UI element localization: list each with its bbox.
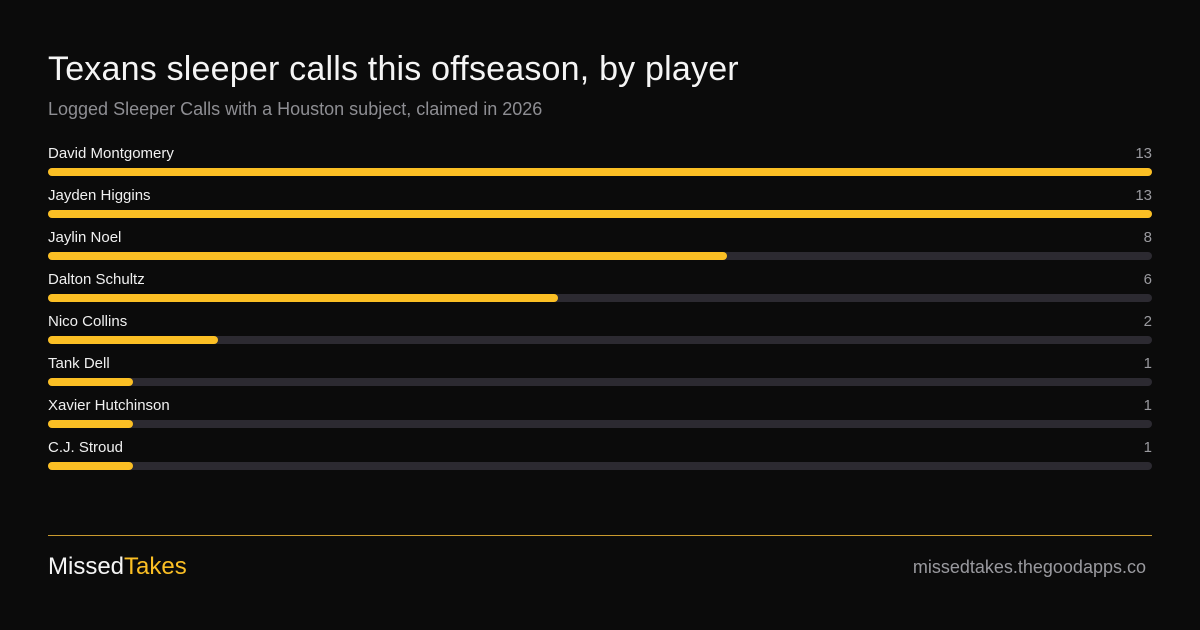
bar-row: Jayden Higgins 13 — [48, 186, 1152, 228]
bar-value-label: 2 — [1143, 313, 1152, 330]
bar-fill — [48, 420, 133, 428]
chart-subtitle: Logged Sleeper Calls with a Houston subj… — [48, 99, 543, 119]
bar-track — [48, 294, 1152, 302]
bar-fill — [48, 294, 558, 302]
bar-fill — [48, 336, 218, 344]
bar-label: David Montgomery — [48, 145, 174, 162]
bar-track — [48, 252, 1152, 260]
bar-track — [48, 210, 1152, 218]
bar-fill — [48, 462, 133, 470]
bar-track — [48, 462, 1152, 470]
bar-label: Jayden Higgins — [48, 187, 151, 204]
bar-row: David Montgomery 13 — [48, 144, 1152, 186]
bar-fill — [48, 252, 728, 260]
bar-row: Tank Dell 1 — [48, 354, 1152, 396]
bar-fill — [48, 168, 1152, 176]
bar-row: Jaylin Noel 8 — [48, 228, 1152, 270]
bar-chart: David Montgomery 13 Jayden Higgins 13 Jaylin… — [48, 144, 1152, 480]
bar-label: Nico Collins — [48, 313, 128, 330]
bar-track — [48, 168, 1152, 176]
chart-title: Texans sleeper calls this offseason, by … — [48, 50, 739, 88]
bar-label: Tank Dell — [48, 355, 110, 372]
bar-value-label: 1 — [1143, 355, 1152, 372]
bar-track — [48, 336, 1152, 344]
bar-label: Xavier Hutchinson — [48, 397, 170, 414]
bar-value-label: 1 — [1143, 397, 1152, 414]
bar-label: C.J. Stroud — [48, 439, 124, 456]
bar-row: Dalton Schultz 6 — [48, 270, 1152, 312]
bar-value-label: 1 — [1143, 439, 1152, 456]
bar-value-label: 6 — [1143, 271, 1152, 288]
bar-value-label: 8 — [1143, 229, 1152, 246]
site-url: missedtakes.thegoodapps.co — [912, 557, 1146, 577]
brand-logo-missed: Missed — [48, 553, 125, 580]
bar-track — [48, 420, 1152, 428]
brand-logo-takes: Takes — [124, 553, 187, 580]
bar-label: Jaylin Noel — [48, 229, 122, 246]
bar-track — [48, 378, 1152, 386]
bar-label: Dalton Schultz — [48, 271, 145, 288]
brand-logo: MissedTakes — [48, 553, 187, 581]
bar-fill — [48, 210, 1152, 218]
bar-fill — [48, 378, 133, 386]
footer-divider — [48, 535, 1152, 536]
bar-row: Nico Collins 2 — [48, 312, 1152, 354]
bar-value-label: 13 — [1135, 187, 1152, 204]
bar-value-label: 13 — [1135, 145, 1152, 162]
bar-row: C.J. Stroud 1 — [48, 438, 1152, 480]
bar-row: Xavier Hutchinson 1 — [48, 396, 1152, 438]
